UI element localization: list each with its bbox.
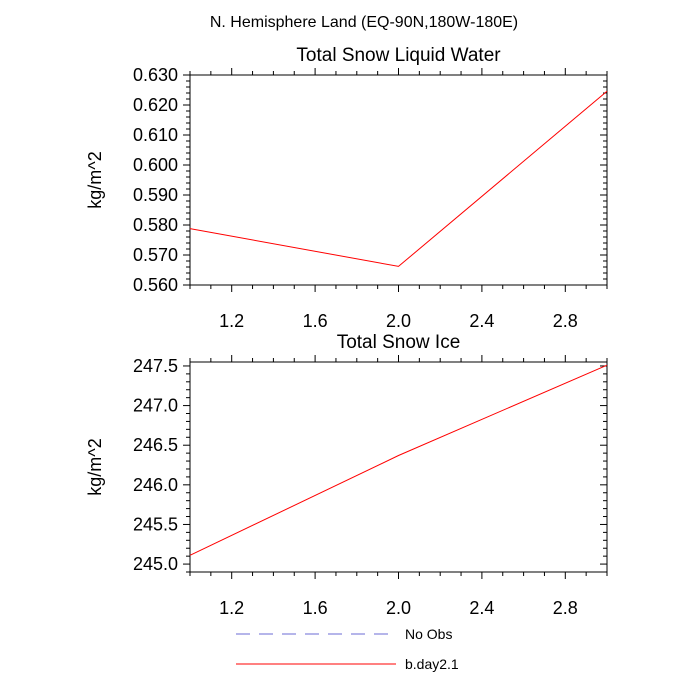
legend-label-no-obs: No Obs <box>405 626 452 642</box>
snow-liquid-water-y-tick-label: 0.560 <box>133 275 178 295</box>
snow-ice-y-tick-label: 247.0 <box>133 396 178 416</box>
snow-liquid-water-x-tick-label: 2.8 <box>553 311 578 331</box>
figure-suptitle: N. Hemisphere Land (EQ-90N,180W-180E) <box>210 14 518 31</box>
snow-liquid-water-x-tick-label: 2.0 <box>386 311 411 331</box>
panel-snow-ice: Total Snow Ice kg/m^2 245.0 245.5 246.0 246.5… <box>85 332 608 618</box>
snow-liquid-water-series-line <box>189 90 608 267</box>
snow-liquid-water-y-tick-label: 0.600 <box>133 155 178 175</box>
snow-liquid-water-x-tick-label: 1.2 <box>219 311 244 331</box>
legend-label-model: b.day2.1 <box>405 656 459 672</box>
snow-ice-y-tick-label: 245.0 <box>133 554 178 574</box>
snow-ice-plot-frame <box>189 361 608 573</box>
snow-ice-y-tick-label: 246.0 <box>133 475 178 495</box>
snow-ice-series-line <box>189 364 608 556</box>
snow-ice-x-tick-label: 2.0 <box>386 598 411 618</box>
snow-liquid-water-y-tick-label: 0.610 <box>133 125 178 145</box>
snow-liquid-water-y-tick-label: 0.580 <box>133 215 178 235</box>
snow-liquid-water-x-tick-label: 2.4 <box>469 311 494 331</box>
snow-ice-x-tick-label: 2.4 <box>469 598 494 618</box>
snow-liquid-water-y-axis-label: kg/m^2 <box>85 151 105 208</box>
snow-ice-y-tick-label: 245.5 <box>133 514 178 534</box>
panel-snow-liquid-water: Total Snow Liquid Water kg/m^2 0.560 0.570 0… <box>85 45 608 331</box>
snow-ice-x-tick-label: 1.2 <box>219 598 244 618</box>
snow-ice-x-tick-label: 2.8 <box>553 598 578 618</box>
legend: No Obs b.day2.1 <box>236 626 459 672</box>
snow-ice-y-tick-label: 247.5 <box>133 356 178 376</box>
snow-liquid-water-y-tick-label: 0.570 <box>133 245 178 265</box>
snow-liquid-water-y-tick-label: 0.620 <box>133 95 178 115</box>
snow-liquid-water-plot-frame <box>189 74 608 286</box>
snow-ice-y-tick-label: 246.5 <box>133 435 178 455</box>
snow-liquid-water-y-tick-label: 0.590 <box>133 185 178 205</box>
snow-liquid-water-y-tick-label: 0.630 <box>133 65 178 85</box>
snow-liquid-water-title: Total Snow Liquid Water <box>296 45 501 66</box>
snow-ice-y-axis-label: kg/m^2 <box>85 438 105 495</box>
snow-ice-x-tick-label: 1.6 <box>303 598 328 618</box>
snow-liquid-water-x-tick-label: 1.6 <box>303 311 328 331</box>
snow-ice-title: Total Snow Ice <box>337 332 461 353</box>
